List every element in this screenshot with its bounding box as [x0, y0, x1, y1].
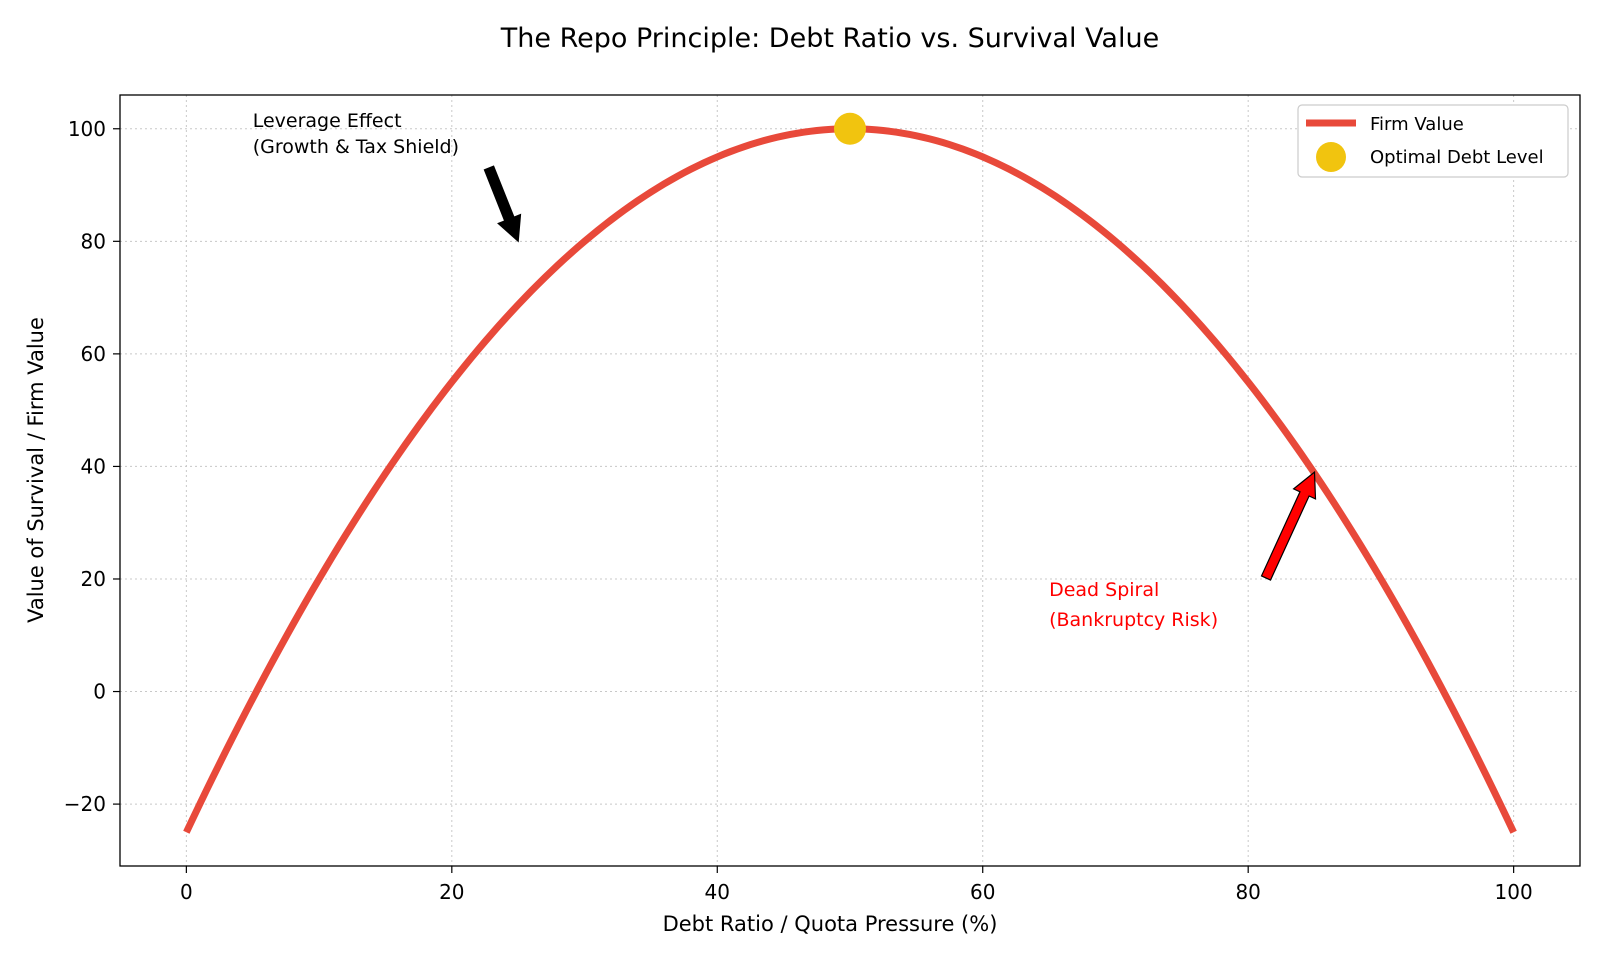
annotation-leverage-text: Leverage Effect	[253, 110, 402, 132]
x-tick-label: 80	[1235, 880, 1260, 904]
annotation-leverage-arrow	[483, 165, 522, 243]
y-tick-label: 20	[81, 567, 106, 591]
annotation-dead-spiral-text: (Bankruptcy Risk)	[1049, 609, 1218, 631]
y-tick-label: 0	[93, 680, 106, 704]
y-tick-label: 100	[68, 117, 106, 141]
y-tick-label: 60	[81, 342, 106, 366]
y-tick-label: 80	[81, 229, 106, 253]
x-tick-label: 40	[705, 880, 730, 904]
x-tick-label: 20	[439, 880, 464, 904]
series-layer	[183, 112, 1517, 834]
annotation-dead-spiral-arrow	[1260, 470, 1317, 581]
x-axis-label: Debt Ratio / Quota Pressure (%)	[663, 912, 998, 936]
grid-lines	[120, 95, 1580, 866]
chart-title: The Repo Principle: Debt Ratio vs. Survi…	[500, 23, 1159, 54]
x-tick-label: 100	[1495, 880, 1533, 904]
legend: Firm Value Optimal Debt Level	[1297, 104, 1569, 178]
plot-frame	[119, 94, 1581, 867]
x-axis: 0 20 40 60 80 100	[180, 866, 1533, 904]
y-tick-label: −20	[64, 792, 106, 816]
annotation-leverage-text: (Growth & Tax Shield)	[253, 136, 459, 158]
x-tick-label: 60	[970, 880, 995, 904]
optimal-debt-point	[834, 112, 866, 145]
annotation-layer: Leverage Effect (Growth & Tax Shield) Dead…	[253, 110, 1317, 631]
legend-point-swatch	[1316, 142, 1346, 172]
y-axis-label: Value of Survival / Firm Value	[24, 317, 48, 623]
legend-label: Optimal Debt Level	[1370, 147, 1544, 168]
y-tick-label: 40	[81, 454, 106, 478]
legend-label: Firm Value	[1370, 114, 1464, 135]
legend-box	[1297, 104, 1569, 178]
y-axis: −20 0 20 40 60 80 100	[64, 117, 120, 816]
annotation-dead-spiral-text: Dead Spiral	[1049, 579, 1159, 601]
x-tick-label: 0	[180, 880, 193, 904]
